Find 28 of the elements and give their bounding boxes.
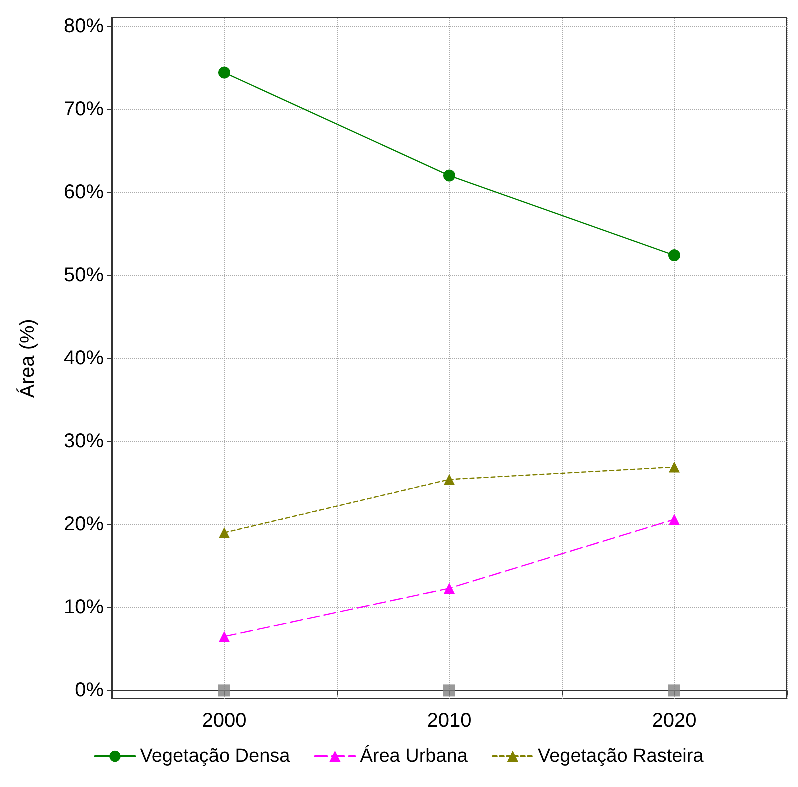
y-tick-label: 50% (64, 264, 104, 286)
x-tick-label: 2020 (652, 710, 697, 732)
legend-label: Vegetação Rasteira (538, 746, 704, 767)
point (219, 527, 230, 538)
point (444, 684, 456, 697)
point (218, 66, 230, 79)
x-tick-label: 2000 (202, 710, 247, 732)
legend-label: Área Urbana (360, 745, 468, 767)
point (219, 631, 230, 642)
y-tick-label: 80% (64, 15, 104, 38)
point (444, 170, 456, 182)
point (668, 250, 680, 262)
y-tick-label: 30% (64, 430, 104, 453)
point (444, 583, 455, 594)
y-tick-label: 40% (64, 348, 104, 370)
y-tick-label: 10% (64, 596, 104, 619)
point (668, 684, 680, 697)
x-tick-label: 2010 (427, 710, 472, 732)
y-tick-label: 60% (64, 181, 104, 204)
y-tick-label: 70% (64, 98, 104, 120)
y-tick-label: 0% (75, 680, 104, 702)
legend-label: Vegetação Densa (140, 746, 291, 767)
point (444, 474, 455, 486)
point (218, 684, 230, 697)
y-tick-label: 20% (64, 514, 104, 536)
y-axis-title: Área (%) (16, 319, 39, 398)
point (669, 514, 680, 526)
point (669, 462, 680, 473)
